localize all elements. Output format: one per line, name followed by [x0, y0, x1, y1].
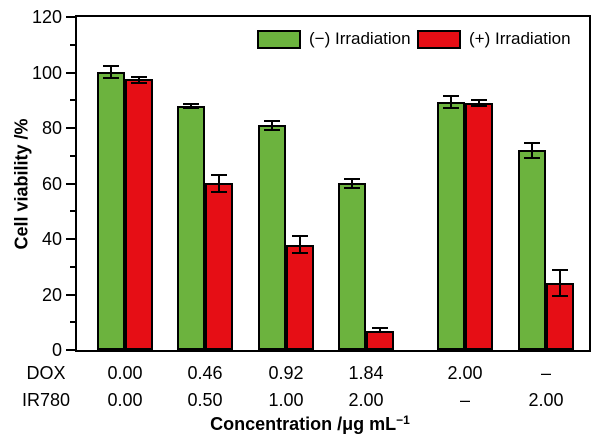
legend-label-no-irradiation: (−) Irradiation — [309, 29, 411, 48]
bar-green-group5 — [437, 102, 465, 350]
x-axis-title: Concentration /μg mL−1 — [110, 413, 510, 435]
error-bar-green-group5 — [443, 95, 459, 109]
y-minor-tick-30 — [70, 266, 75, 268]
error-bar-red-group6 — [552, 269, 568, 297]
x-value-dox-group4: 1.84 — [348, 363, 384, 383]
x-value-dox-group3: 0.92 — [268, 363, 304, 383]
error-bar-green-group4 — [344, 178, 360, 189]
y-tick-20 — [66, 294, 75, 296]
y-tick-60 — [66, 183, 75, 185]
legend-item-irradiation: (+) Irradiation — [417, 29, 571, 49]
y-tick-label-60: 60 — [41, 174, 62, 194]
x-value-ir780-group4: 2.00 — [348, 390, 384, 410]
x-value-dox-group6: – — [540, 363, 551, 383]
x-value-ir780-group3: 1.00 — [268, 390, 304, 410]
error-bar-red-group5 — [471, 99, 487, 107]
y-tick-label-100: 100 — [31, 63, 62, 83]
bar-green-group4 — [338, 183, 366, 350]
y-minor-tick-110 — [70, 44, 75, 46]
x-axis-title-exponent: −1 — [396, 413, 410, 427]
y-tick-120 — [66, 16, 75, 18]
y-tick-label-0: 0 — [51, 340, 62, 360]
error-bar-red-group1 — [131, 76, 147, 84]
y-tick-label-40: 40 — [41, 229, 62, 249]
error-bar-green-group3 — [264, 120, 280, 131]
bar-green-group1 — [97, 72, 125, 350]
legend-label-irradiation: (+) Irradiation — [469, 29, 571, 48]
x-value-dox-group5: 2.00 — [447, 363, 483, 383]
error-bar-red-group4 — [372, 327, 388, 333]
y-tick-80 — [66, 127, 75, 129]
bar-red-group3 — [286, 245, 314, 350]
bar-red-group4 — [366, 331, 394, 350]
y-tick-label-120: 120 — [31, 7, 62, 27]
error-bar-red-group3 — [292, 235, 308, 254]
x-value-ir780-group2: 0.50 — [187, 390, 223, 410]
y-minor-tick-90 — [70, 99, 75, 101]
x-value-dox-group2: 0.46 — [187, 363, 223, 383]
x-value-dox-group1: 0.00 — [107, 363, 143, 383]
y-tick-100 — [66, 72, 75, 74]
error-bar-green-group2 — [183, 103, 199, 109]
error-bar-red-group2 — [211, 174, 227, 193]
x-axis-title-base: Concentration /μg mL — [210, 414, 397, 434]
y-minor-tick-50 — [70, 210, 75, 212]
legend-item-no-irradiation: (−) Irradiation — [257, 29, 411, 49]
bar-green-group6 — [518, 150, 546, 350]
y-tick-label-80: 80 — [41, 118, 62, 138]
y-tick-0 — [66, 349, 75, 351]
error-bar-green-group6 — [524, 142, 540, 159]
y-tick-40 — [66, 238, 75, 240]
legend: (−) Irradiation (+) Irradiation — [77, 29, 589, 51]
bar-red-group5 — [465, 103, 493, 350]
bar-green-group2 — [177, 106, 205, 350]
red-swatch-icon — [417, 29, 461, 49]
bar-red-group1 — [125, 79, 153, 350]
plot-area: (−) Irradiation (+) Irradiation — [75, 15, 591, 352]
x-value-ir780-group1: 0.00 — [107, 390, 143, 410]
bar-red-group2 — [205, 183, 233, 350]
x-value-ir780-group5: – — [459, 390, 470, 410]
error-bar-green-group1 — [103, 65, 119, 79]
y-minor-tick-70 — [70, 155, 75, 157]
x-row-header-dox: DOX — [26, 363, 66, 383]
bar-green-group3 — [258, 125, 286, 350]
x-value-ir780-group6: 2.00 — [528, 390, 564, 410]
x-row-header-ir780: IR780 — [21, 390, 71, 410]
y-minor-tick-10 — [70, 321, 75, 323]
y-tick-label-20: 20 — [41, 285, 62, 305]
green-swatch-icon — [257, 29, 301, 49]
